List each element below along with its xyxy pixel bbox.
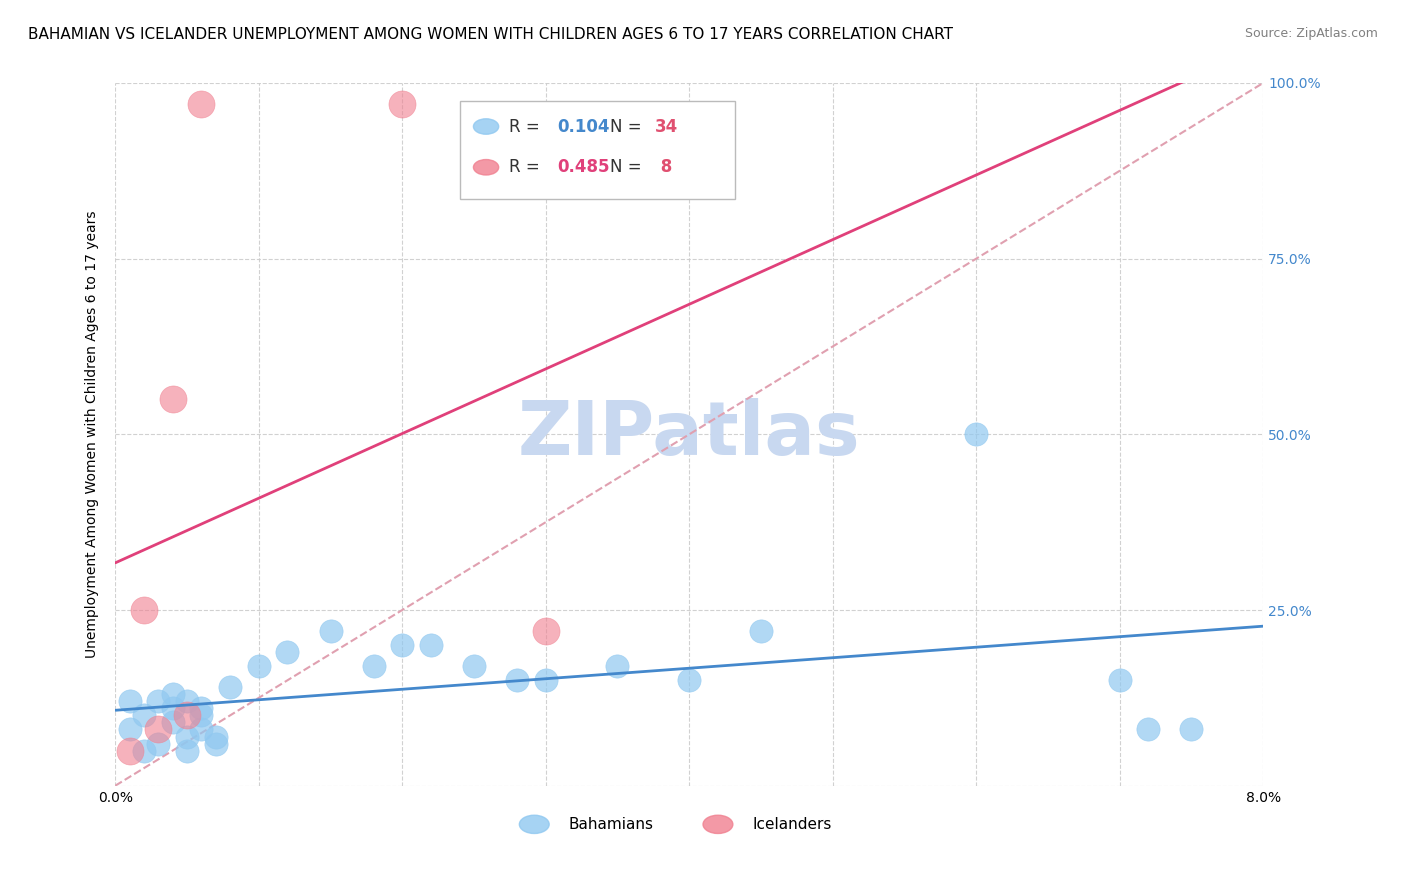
Text: BAHAMIAN VS ICELANDER UNEMPLOYMENT AMONG WOMEN WITH CHILDREN AGES 6 TO 17 YEARS : BAHAMIAN VS ICELANDER UNEMPLOYMENT AMONG… bbox=[28, 27, 953, 42]
Point bbox=[148, 694, 170, 708]
Point bbox=[176, 708, 198, 723]
Point bbox=[148, 723, 170, 737]
Point bbox=[678, 673, 700, 688]
Circle shape bbox=[519, 815, 550, 833]
Text: Bahamians: Bahamians bbox=[568, 817, 654, 832]
Point bbox=[749, 624, 772, 638]
Text: Icelanders: Icelanders bbox=[752, 817, 832, 832]
Point bbox=[176, 694, 198, 708]
Point bbox=[276, 645, 298, 659]
Point bbox=[132, 743, 155, 757]
Point bbox=[247, 659, 270, 673]
Point bbox=[132, 603, 155, 617]
Point bbox=[1108, 673, 1130, 688]
Point bbox=[118, 694, 141, 708]
Point bbox=[118, 743, 141, 757]
Text: N =: N = bbox=[610, 158, 652, 177]
Point bbox=[391, 638, 413, 652]
Text: 8: 8 bbox=[655, 158, 672, 177]
Point bbox=[534, 673, 557, 688]
Point bbox=[162, 392, 184, 407]
Point bbox=[190, 708, 212, 723]
Circle shape bbox=[703, 815, 733, 833]
Point bbox=[190, 701, 212, 715]
Point bbox=[219, 681, 242, 695]
Point bbox=[606, 659, 628, 673]
Point bbox=[132, 708, 155, 723]
Point bbox=[965, 427, 987, 442]
Point bbox=[162, 715, 184, 730]
Text: R =: R = bbox=[509, 158, 546, 177]
Text: 0.104: 0.104 bbox=[557, 118, 610, 136]
Text: N =: N = bbox=[610, 118, 647, 136]
Point bbox=[204, 730, 226, 744]
Text: Source: ZipAtlas.com: Source: ZipAtlas.com bbox=[1244, 27, 1378, 40]
Point bbox=[506, 673, 529, 688]
Point bbox=[1137, 723, 1160, 737]
FancyBboxPatch shape bbox=[460, 101, 735, 199]
Text: 0.485: 0.485 bbox=[557, 158, 610, 177]
Y-axis label: Unemployment Among Women with Children Ages 6 to 17 years: Unemployment Among Women with Children A… bbox=[86, 211, 100, 658]
Point bbox=[162, 701, 184, 715]
Point bbox=[391, 97, 413, 112]
Text: ZIPatlas: ZIPatlas bbox=[517, 398, 860, 471]
Circle shape bbox=[474, 160, 499, 175]
Point bbox=[162, 687, 184, 701]
Point bbox=[118, 723, 141, 737]
Point bbox=[190, 723, 212, 737]
Point bbox=[204, 737, 226, 751]
Text: 34: 34 bbox=[655, 118, 678, 136]
Point bbox=[190, 97, 212, 112]
Point bbox=[148, 737, 170, 751]
Point bbox=[176, 730, 198, 744]
Point bbox=[420, 638, 443, 652]
Point bbox=[363, 659, 385, 673]
Text: R =: R = bbox=[509, 118, 546, 136]
Circle shape bbox=[474, 119, 499, 134]
Point bbox=[1180, 723, 1202, 737]
Point bbox=[534, 624, 557, 638]
Point bbox=[319, 624, 342, 638]
Point bbox=[463, 659, 485, 673]
Point bbox=[176, 743, 198, 757]
